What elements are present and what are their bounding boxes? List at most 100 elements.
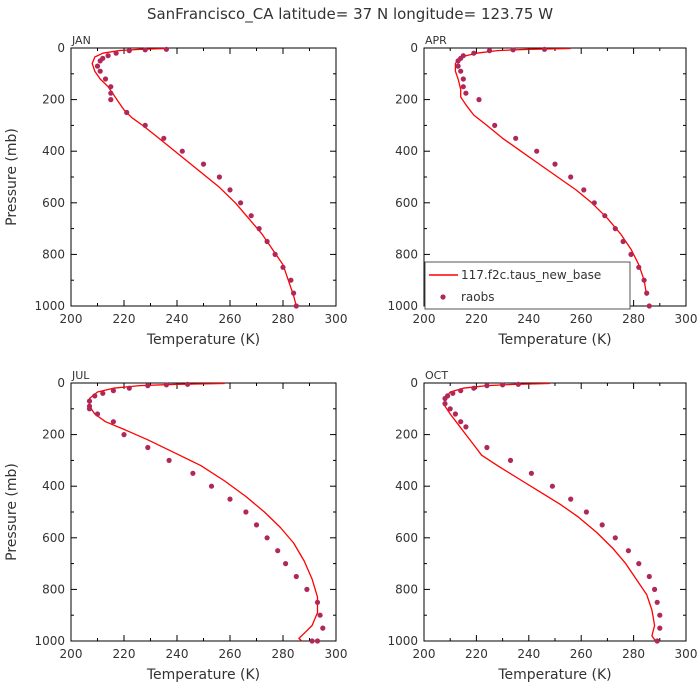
obs-point-oct bbox=[654, 599, 660, 605]
x-tick-label-jul: 300 bbox=[325, 647, 348, 661]
obs-point-jul bbox=[145, 444, 151, 451]
obs-point-jan bbox=[108, 97, 114, 103]
obs-point-apr bbox=[628, 251, 634, 257]
obs-point-jul bbox=[110, 419, 116, 425]
obs-point-oct bbox=[447, 406, 453, 412]
x-tick-label-jul: 280 bbox=[272, 647, 295, 661]
obs-point-oct bbox=[636, 561, 642, 567]
obs-point-jan bbox=[227, 187, 233, 193]
obs-point-jan bbox=[142, 122, 148, 128]
obs-point-jan bbox=[163, 46, 169, 52]
obs-point-apr bbox=[455, 63, 461, 69]
x-tick-label-apr: 220 bbox=[465, 312, 488, 326]
obs-point-apr bbox=[568, 174, 574, 180]
obs-point-jan bbox=[108, 84, 114, 90]
obs-point-oct bbox=[549, 483, 556, 489]
model-line-oct bbox=[444, 382, 658, 642]
model-line-jul bbox=[88, 382, 319, 642]
obs-point-apr bbox=[581, 187, 587, 193]
y-tick-label-jul: 200 bbox=[42, 428, 65, 442]
obs-point-oct bbox=[657, 612, 663, 618]
obs-point-jan bbox=[161, 135, 167, 141]
obs-point-jul bbox=[163, 382, 169, 388]
obs-point-jul bbox=[314, 638, 321, 644]
obs-point-jan bbox=[238, 200, 244, 206]
obs-point-apr bbox=[455, 58, 461, 64]
obs-point-apr bbox=[510, 47, 516, 53]
obs-point-jan bbox=[142, 47, 148, 53]
obs-point-apr bbox=[471, 50, 477, 56]
obs-point-jul bbox=[243, 509, 249, 515]
obs-point-oct bbox=[442, 401, 448, 407]
y-tick-label-apr: 1000 bbox=[387, 299, 418, 313]
obs-point-jan bbox=[264, 238, 270, 245]
obs-point-oct bbox=[458, 419, 464, 425]
obs-point-jan bbox=[280, 264, 286, 270]
x-axis-label-oct: Temperature (K) bbox=[497, 667, 611, 683]
obs-point-apr bbox=[644, 290, 650, 296]
obs-point-jul bbox=[126, 385, 132, 391]
obs-point-jan bbox=[94, 63, 101, 69]
y-tick-label-oct: 400 bbox=[395, 479, 418, 493]
y-axis-label-jul: Pressure (mb) bbox=[4, 463, 20, 561]
x-axis-label-apr: Temperature (K) bbox=[497, 332, 611, 348]
x-tick-label-jan: 260 bbox=[219, 312, 242, 326]
model-line-apr bbox=[454, 47, 648, 296]
y-tick-label-oct: 800 bbox=[395, 582, 418, 596]
obs-point-jul bbox=[317, 612, 323, 618]
obs-point-jan bbox=[248, 213, 254, 219]
y-tick-label-jul: 600 bbox=[42, 531, 65, 545]
legend-model-label: 117.f2c.taus_new_base bbox=[461, 268, 601, 282]
x-tick-label-apr: 260 bbox=[570, 312, 593, 326]
obs-point-oct bbox=[458, 388, 464, 394]
x-axis-label-jan: Temperature (K) bbox=[146, 332, 260, 348]
x-tick-label-apr: 300 bbox=[675, 312, 698, 326]
panels-group: 200 220 240 260 280 300 0 200 400 600 800 1000 JAN Te… bbox=[4, 34, 697, 683]
obs-point-oct bbox=[599, 522, 605, 528]
obs-point-jan bbox=[113, 50, 119, 56]
obs-point-jan bbox=[291, 290, 297, 296]
y-tick-label-jan: 800 bbox=[42, 247, 65, 261]
obs-point-oct bbox=[484, 444, 490, 451]
obs-point-jan bbox=[97, 68, 103, 74]
x-tick-label-jan: 220 bbox=[113, 312, 136, 326]
y-tick-label-apr: 800 bbox=[395, 247, 418, 261]
x-tick-label-oct: 300 bbox=[675, 647, 698, 661]
panel-oct: 200 220 240 260 280 300 0 200 400 600 800 1000 OCT Te… bbox=[387, 369, 697, 683]
obs-point-jan bbox=[105, 53, 111, 59]
obs-point-oct bbox=[442, 395, 448, 402]
obs-point-jul bbox=[283, 561, 289, 567]
x-tick-label-jul: 260 bbox=[219, 647, 242, 661]
obs-point-oct bbox=[450, 390, 456, 396]
obs-point-jul bbox=[304, 586, 310, 593]
x-tick-label-oct: 220 bbox=[465, 647, 488, 661]
y-tick-label-oct: 200 bbox=[395, 428, 418, 442]
obs-point-oct bbox=[568, 496, 574, 502]
obs-point-jul bbox=[121, 432, 127, 438]
x-tick-label-jul: 200 bbox=[60, 647, 83, 661]
y-tick-label-oct: 0 bbox=[410, 376, 418, 390]
y-tick-label-jan: 600 bbox=[42, 196, 65, 210]
obs-point-jan bbox=[124, 109, 130, 116]
y-axis-label-jan: Pressure (mb) bbox=[4, 128, 20, 226]
x-tick-label-jan: 240 bbox=[166, 312, 189, 326]
obs-point-jan bbox=[108, 90, 114, 96]
obs-point-jul bbox=[94, 411, 101, 417]
obs-point-jul bbox=[253, 522, 260, 528]
y-tick-label-jan: 400 bbox=[42, 144, 65, 158]
obs-point-jan bbox=[179, 148, 185, 154]
obs-point-oct bbox=[612, 535, 618, 541]
obs-point-jul bbox=[309, 638, 315, 644]
obs-point-jan bbox=[102, 76, 109, 82]
obs-point-jan bbox=[293, 303, 299, 309]
obs-point-apr bbox=[612, 226, 618, 232]
obs-point-jul bbox=[208, 483, 215, 489]
x-tick-label-oct: 240 bbox=[517, 647, 540, 661]
panel-label-jul: JUL bbox=[71, 369, 90, 382]
y-tick-label-apr: 600 bbox=[395, 196, 418, 210]
y-tick-label-apr: 400 bbox=[395, 144, 418, 158]
obs-point-oct bbox=[471, 385, 477, 391]
obs-point-apr bbox=[476, 97, 482, 103]
legend: 117.f2c.taus_new_base raobs bbox=[424, 261, 631, 310]
